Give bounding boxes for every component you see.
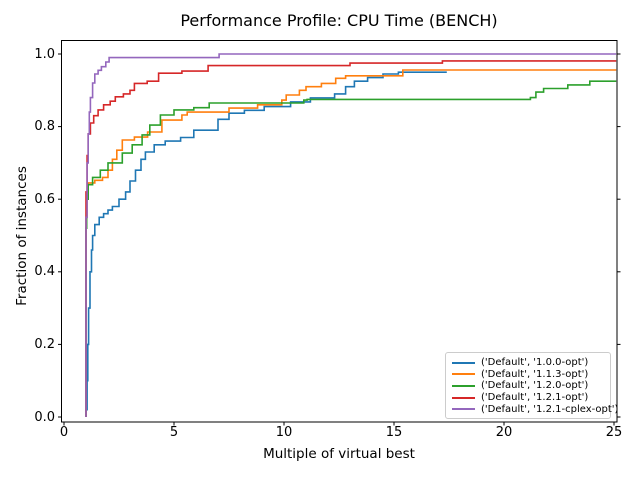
legend-label: ('Default', '1.2.1-cplex-opt') <box>481 403 619 415</box>
legend-line-sample <box>452 384 475 387</box>
y-tick-label: 0.8 <box>34 119 55 135</box>
legend-line-sample <box>452 408 475 411</box>
x-tick-label: 25 <box>605 425 623 440</box>
x-tick-label: 5 <box>169 425 179 440</box>
y-axis-label: Fraction of instances <box>14 166 30 306</box>
y-tick-label: 0.2 <box>34 336 55 352</box>
x-tick-label: 0 <box>59 425 69 440</box>
x-tick-label: 15 <box>385 425 403 440</box>
legend-label: ('Default', '1.1.3-opt') <box>481 368 589 380</box>
x-axis-label: Multiple of virtual best <box>263 446 415 462</box>
legend-entry: ('Default', '1.1.3-opt') <box>452 369 604 381</box>
y-tick-label: 1.0 <box>34 46 55 62</box>
legend-entry: ('Default', '1.0.0-opt') <box>452 357 604 369</box>
series-line-1 <box>85 69 617 417</box>
legend-line-sample <box>452 361 475 364</box>
x-tick-label: 10 <box>275 425 293 440</box>
series-line-0 <box>85 71 447 417</box>
legend-label: ('Default', '1.2.1-opt') <box>481 392 589 404</box>
legend-entry: ('Default', '1.2.1-opt') <box>452 392 604 404</box>
y-tick-label: 0.6 <box>34 191 55 207</box>
series-line-2 <box>85 80 617 417</box>
series-line-4 <box>85 53 617 417</box>
y-tick-label: 0.4 <box>34 264 55 280</box>
legend-entry: ('Default', '1.2.0-opt') <box>452 380 604 392</box>
legend: ('Default', '1.0.0-opt') ('Default', '1.1… <box>445 352 618 419</box>
y-tick-label: 0.0 <box>34 409 55 425</box>
axes-spines <box>61 40 618 423</box>
series-line-3 <box>85 60 617 417</box>
chart-title: Performance Profile: CPU Time (BENCH) <box>180 11 498 30</box>
legend-entry: ('Default', '1.2.1-cplex-opt') <box>452 403 618 415</box>
legend-line-sample <box>452 396 475 399</box>
legend-label: ('Default', '1.2.0-opt') <box>481 380 589 392</box>
x-tick-label: 20 <box>495 425 513 440</box>
legend-label: ('Default', '1.0.0-opt') <box>481 357 589 369</box>
legend-line-sample <box>452 373 475 376</box>
